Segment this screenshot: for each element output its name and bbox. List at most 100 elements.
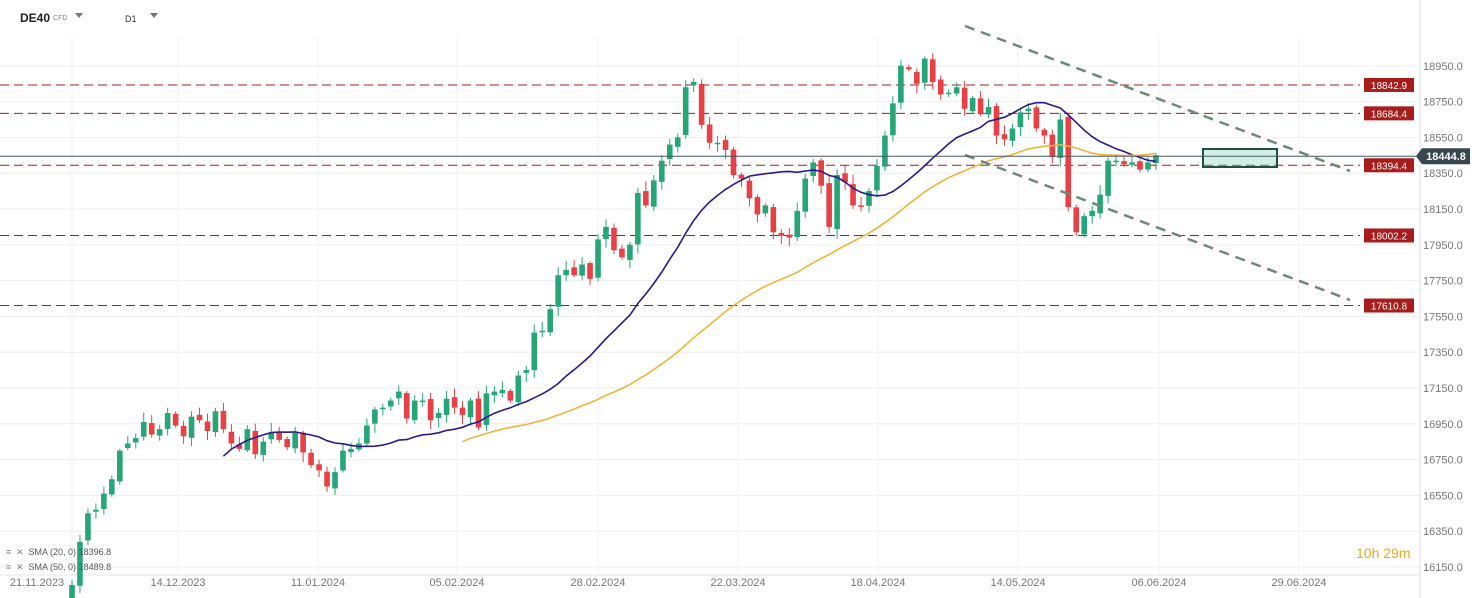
candle-up [969,98,976,112]
candle-up [124,443,131,448]
candle-down [730,149,737,175]
candle-up [874,166,880,191]
candle-up [945,92,952,95]
candle-down [698,83,705,125]
candle-down [977,98,984,115]
candle-up [1113,160,1119,163]
candle-down [451,397,458,408]
sma50-value: 18489.8 [78,562,112,572]
candle-up [603,226,609,240]
level-label: 18684.4 [1371,109,1408,120]
candle-up [348,448,354,453]
x-tick-label: 14.12.2023 [150,577,205,589]
candle-up [388,400,394,407]
y-tick-label: 16150.0 [1423,562,1463,574]
candle-countdown: 10h 29m [1356,545,1410,561]
y-tick-label: 17350.0 [1423,347,1463,359]
candle-up [563,269,569,276]
candle-down [619,248,625,258]
candle-down [1041,129,1048,136]
candle-down [746,180,753,199]
candle-up [658,160,665,182]
candle-down [427,399,434,421]
candle-down [778,232,785,236]
candle-up [890,103,896,136]
candle-up [364,425,370,444]
candle-up [380,407,386,410]
candle-up [101,493,107,509]
close-icon[interactable]: ✕ [16,547,24,557]
timeframe-dropdown-icon[interactable] [150,13,158,18]
candle-up [1105,160,1111,196]
candle-down [308,452,314,465]
close-icon[interactable]: ✕ [16,562,24,572]
candle-up [834,174,840,230]
x-tick-label: 11.01.2024 [291,577,345,589]
candle-up [898,65,904,103]
candle-up [372,409,378,424]
candle-up [1153,155,1159,163]
level-label: 18002.2 [1371,231,1408,242]
candle-up [1097,194,1103,214]
candle-down [284,439,290,448]
candle-down [324,471,330,487]
candle-down [571,267,577,276]
candle-up [682,87,689,135]
candle-down [148,423,155,435]
candle-up [627,244,633,260]
y-tick-label: 16950.0 [1423,419,1463,431]
timeframe-selector[interactable]: D1 [125,14,137,24]
candle-up [531,332,538,371]
candle-up [866,191,872,206]
candle-up [666,144,673,160]
candle-down [1001,134,1008,140]
candle-up [132,438,139,443]
level-tag [1364,228,1414,243]
candle-down [826,183,832,227]
candle-down [316,464,322,471]
candle-up [85,513,91,541]
level-label: 17610.8 [1371,302,1408,313]
candle-down [300,432,306,453]
menu-icon[interactable]: ≡ [6,562,12,572]
candle-up [156,429,163,436]
candle-up [1057,119,1064,158]
candle-up [140,422,147,437]
candle-up [1129,162,1135,165]
countdown-hours: 10h [1356,545,1380,561]
symbol-type: CFD [53,15,68,23]
candle-up [539,330,546,333]
candle-down [475,398,482,428]
x-tick-label: 06.06.2024 [1131,577,1186,589]
x-tick-label: 14.05.2024 [990,577,1045,589]
candle-up [292,432,298,449]
symbol-dropdown-icon[interactable] [75,13,83,18]
candle-down [252,430,259,455]
symbol-selector[interactable]: DE40 CFD [20,11,67,25]
candle-up [635,192,641,245]
candle-down [770,207,777,233]
candle-down [172,413,179,426]
y-tick-label: 17750.0 [1423,276,1463,288]
candle-up [1009,128,1016,141]
candle-down [196,414,203,421]
sma20-label: SMA (20, 0) [28,547,77,557]
sma50-legend[interactable]: ≡ ✕ SMA (50, 0) 18489.8 [6,562,111,573]
level-tag [1364,77,1414,92]
candle-up [714,142,721,145]
candle-up [674,137,681,147]
menu-icon[interactable]: ≡ [6,547,12,557]
candle-up [690,81,697,86]
sma20-legend[interactable]: ≡ ✕ SMA (20, 0) 18396.8 [6,547,111,558]
x-tick-label: 28.02.2024 [570,577,625,589]
consolidation-box [1202,148,1278,168]
chart-toolbar: DE40 CFD D1 [0,0,1420,36]
candle-down [1073,207,1080,233]
candle-up [212,411,219,433]
candle-up [595,239,601,278]
y-tick-label: 16750.0 [1423,455,1463,467]
candle-up [443,398,450,415]
candle-up [1025,108,1032,112]
candle-down [276,432,283,440]
